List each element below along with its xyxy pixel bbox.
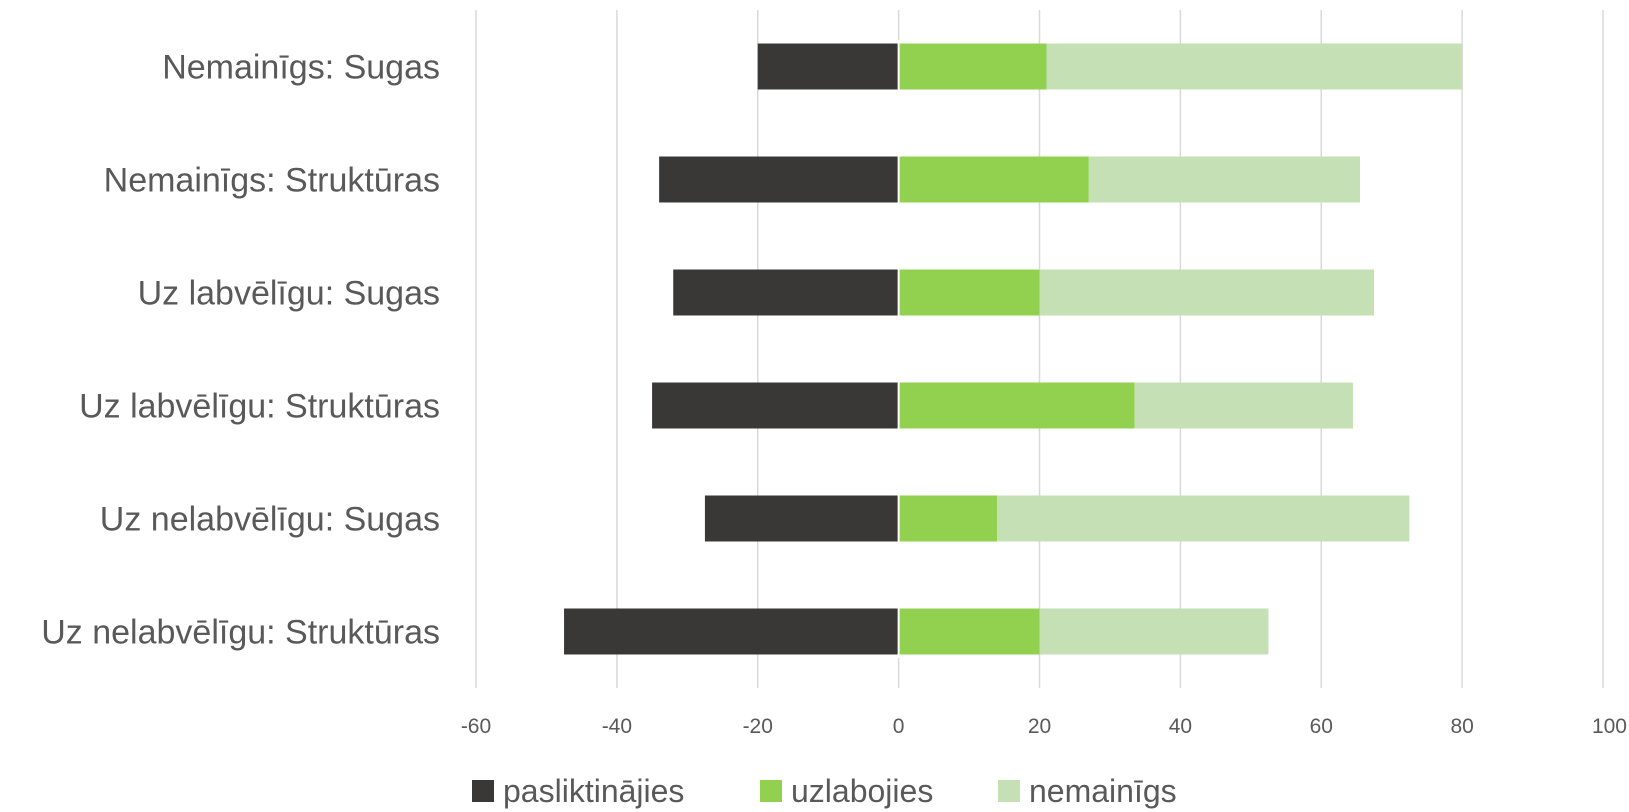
- bar-uzlabojies: [898, 43, 1047, 90]
- category-label: Nemainīgs: Sugas: [162, 49, 440, 87]
- x-tick-labels: -60 -40 -20 0 20 40 60 80 100: [461, 715, 1627, 738]
- legend: pasliktinājies uzlabojies nemainīgs: [472, 773, 1177, 809]
- legend-label: uzlabojies: [791, 773, 933, 809]
- legend-swatch: [998, 780, 1020, 802]
- legend-label: nemainīgs: [1029, 773, 1177, 809]
- bar-uzlabojies: [898, 269, 1040, 316]
- x-tick-label: 80: [1450, 715, 1473, 738]
- category-label: Uz nelabvēlīgu: Struktūras: [41, 614, 440, 652]
- bar-uzlabojies: [898, 156, 1089, 203]
- bar-pasliktinājies: [652, 382, 899, 429]
- x-tick-label: 40: [1169, 715, 1192, 738]
- category-labels: Nemainīgs: Sugas Nemainīgs: Struktūras Uz …: [41, 49, 440, 652]
- category-label: Nemainīgs: Struktūras: [104, 162, 440, 200]
- bars: [564, 43, 1463, 655]
- bar-pasliktinājies: [673, 269, 899, 316]
- x-tick-label: 20: [1028, 715, 1051, 738]
- legend-swatch: [472, 780, 494, 802]
- category-label: Uz labvēlīgu: Struktūras: [79, 388, 440, 426]
- x-tick-label: -20: [743, 715, 773, 738]
- x-tick-label: 100: [1592, 715, 1627, 738]
- bar-nemainīgs: [1039, 269, 1375, 316]
- legend-swatch: [760, 780, 782, 802]
- bar-uzlabojies: [898, 608, 1040, 655]
- x-tick-label: 60: [1310, 715, 1333, 738]
- bar-nemainīgs: [1046, 43, 1463, 90]
- x-tick-label: -60: [461, 715, 491, 738]
- bar-pasliktinājies: [757, 43, 899, 90]
- x-tick-label: 0: [893, 715, 905, 738]
- x-tick-label: -40: [602, 715, 632, 738]
- gridlines: [475, 10, 1604, 688]
- bar-pasliktinājies: [659, 156, 899, 203]
- bar-nemainīgs: [1134, 382, 1353, 429]
- bar-nemainīgs: [997, 495, 1410, 542]
- bar-nemainīgs: [1088, 156, 1360, 203]
- category-label: Uz nelabvēlīgu: Sugas: [100, 501, 440, 539]
- bar-uzlabojies: [898, 382, 1135, 429]
- bar-nemainīgs: [1039, 608, 1269, 655]
- bar-uzlabojies: [898, 495, 998, 542]
- bar-pasliktinājies: [704, 495, 899, 542]
- legend-label: pasliktinājies: [503, 773, 684, 809]
- category-label: Uz labvēlīgu: Sugas: [138, 275, 440, 313]
- bar-pasliktinājies: [564, 608, 899, 655]
